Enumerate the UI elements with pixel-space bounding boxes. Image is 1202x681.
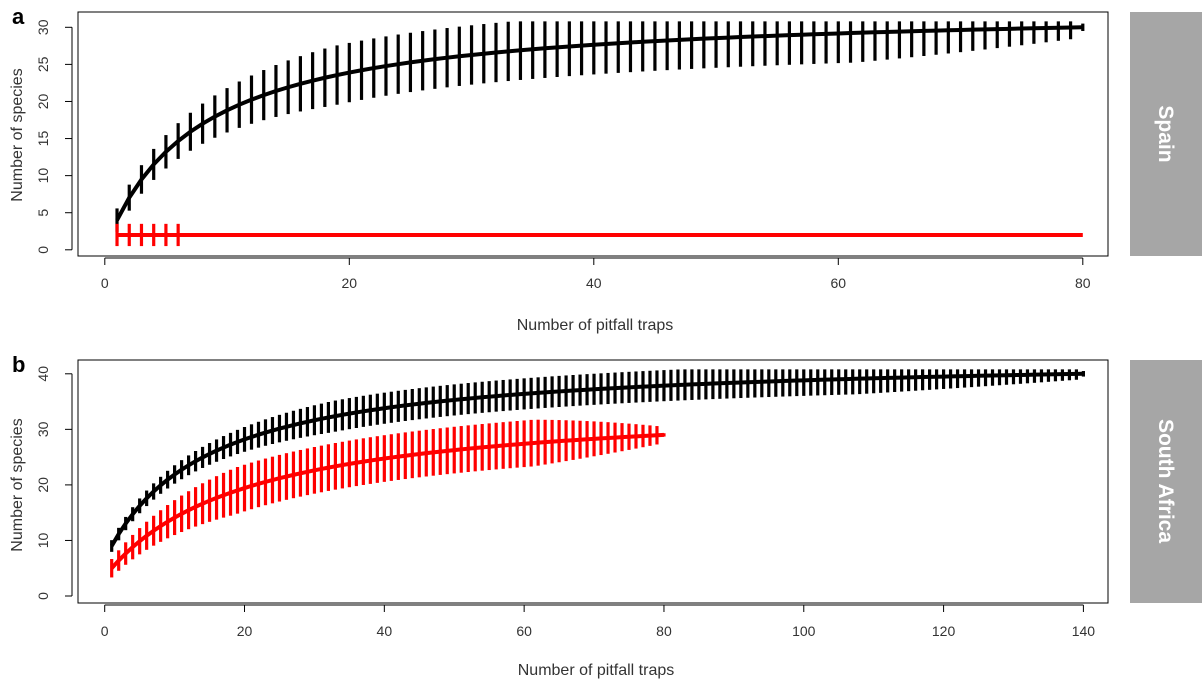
x-tick-label: 40: [377, 623, 393, 639]
x-tick-label: 0: [101, 275, 109, 291]
x-tick-label: 20: [237, 623, 253, 639]
y-tick-label: 10: [35, 168, 51, 184]
y-tick-label: 40: [35, 366, 51, 382]
x-tick-label: 80: [656, 623, 672, 639]
y-tick-label: 0: [35, 246, 51, 254]
panel-b-y-axis-title: Number of species: [9, 418, 26, 551]
series-1: [110, 419, 666, 578]
y-tick-label: 15: [35, 131, 51, 147]
mean-curve: [115, 25, 1083, 222]
mean-curve: [109, 371, 1084, 548]
x-tick-label: 100: [792, 623, 816, 639]
panel-b-plot-frame: [77, 359, 1109, 604]
panel-a-strip-label: Spain: [1154, 105, 1177, 162]
y-tick-label: 20: [35, 477, 51, 493]
y-tick-label: 25: [35, 56, 51, 72]
panel-a-y-axis-title: Number of species: [9, 68, 26, 201]
panel-b-x-axis: 0 20 40 60 80 100 120 140: [101, 604, 1096, 639]
y-tick-label: 30: [35, 19, 51, 35]
panel-a-series: [115, 21, 1085, 247]
panel-a-plot-frame: [77, 11, 1109, 257]
panel-a: a 0 5 10 15 20 25 30 0 20 40 60 80 Number of speci…: [9, 4, 1202, 334]
panel-b-strip-label: South Africa: [1154, 419, 1177, 543]
panel-b-letter: b: [12, 352, 25, 377]
panel-a-y-axis: 0 5 10 15 20 25 30: [35, 19, 73, 254]
panel-b-y-axis: 0 10 20 30 40: [35, 366, 73, 600]
panel-a-x-axis: 0 20 40 60 80: [101, 257, 1091, 291]
series-0: [109, 369, 1086, 552]
x-tick-label: 80: [1075, 275, 1091, 291]
panel-b-series: [109, 369, 1086, 578]
y-tick-label: 0: [35, 592, 51, 600]
panel-a-x-axis-title: Number of pitfall traps: [517, 317, 674, 334]
x-tick-label: 120: [932, 623, 956, 639]
panel-b-strip: [1130, 360, 1202, 603]
mean-curve: [110, 432, 665, 570]
x-tick-label: 20: [342, 275, 358, 291]
y-tick-label: 30: [35, 421, 51, 437]
panel-b: b 0 10 20 30 40 0 20 40 60 80 100 120 140 Number of…: [9, 352, 1202, 679]
x-tick-label: 40: [586, 275, 602, 291]
x-tick-label: 60: [516, 623, 532, 639]
x-tick-label: 0: [101, 623, 109, 639]
y-tick-label: 5: [35, 209, 51, 217]
x-tick-label: 60: [831, 275, 847, 291]
y-tick-label: 10: [35, 532, 51, 548]
panel-a-strip: [1130, 12, 1202, 256]
series-0: [115, 21, 1085, 232]
panel-b-x-axis-title: Number of pitfall traps: [518, 662, 675, 679]
y-tick-label: 20: [35, 93, 51, 109]
panel-a-letter: a: [12, 4, 25, 29]
series-1: [115, 223, 1083, 247]
x-tick-label: 140: [1072, 623, 1096, 639]
